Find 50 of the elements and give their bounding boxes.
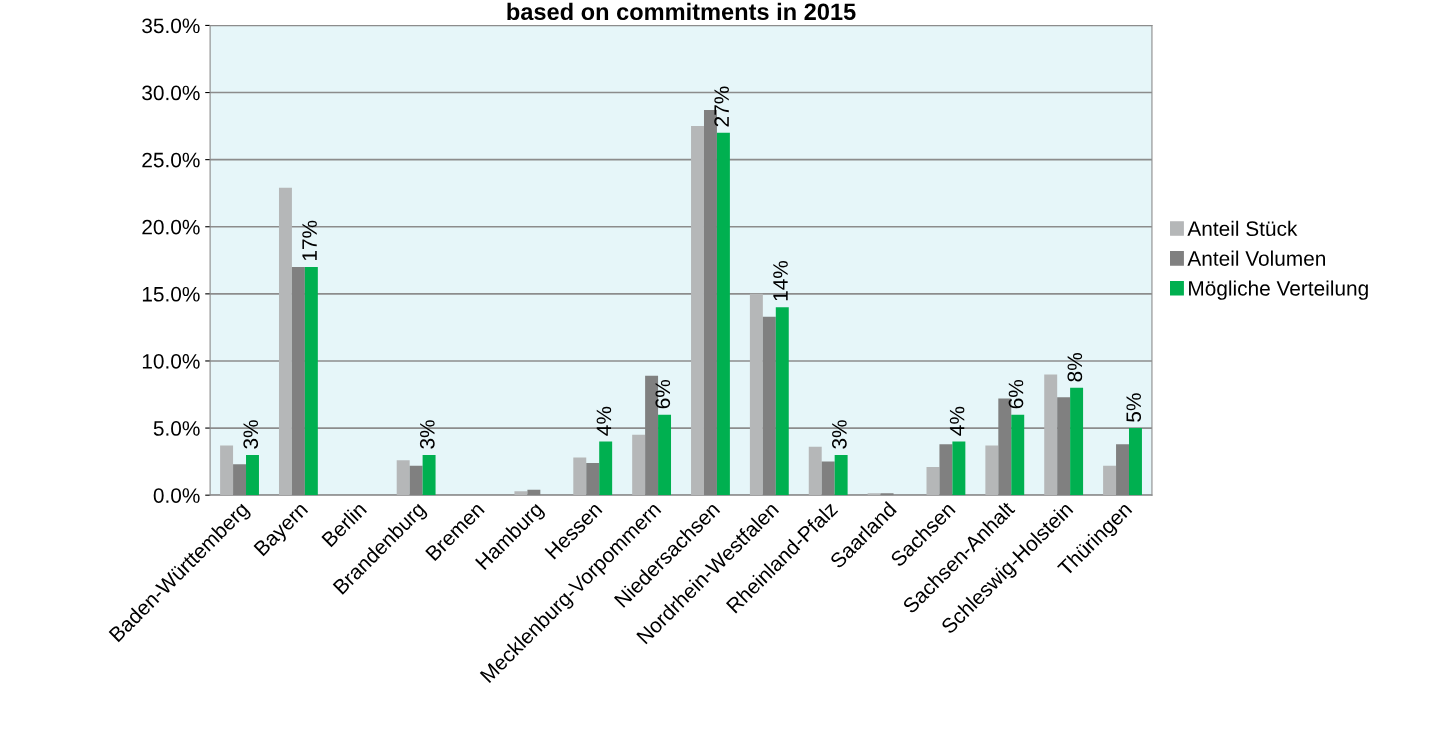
- bar: [422, 454, 436, 496]
- data-label: 3%: [243, 420, 259, 449]
- bar: [716, 132, 730, 496]
- bar: [867, 493, 881, 496]
- y-tick-label: 10.0%: [142, 353, 200, 369]
- legend-label: Anteil Stück: [1187, 220, 1298, 237]
- legend-label: Anteil Volumen: [1187, 250, 1325, 266]
- bar: [278, 187, 292, 496]
- data-label: 6%: [1008, 379, 1024, 409]
- y-tick-label: 25.0%: [142, 152, 200, 168]
- data-label: 4%: [949, 406, 965, 436]
- chart-title: based on commitments in 2015: [507, 2, 856, 21]
- bar: [808, 446, 822, 496]
- bar: [514, 491, 528, 496]
- bar: [599, 441, 613, 496]
- y-tick-label: 0.0%: [153, 488, 200, 503]
- y-tick-label: 30.0%: [142, 85, 200, 101]
- bar: [632, 434, 646, 496]
- bar: [246, 454, 259, 496]
- y-tick-label: 20.0%: [142, 219, 200, 235]
- bar: [1044, 374, 1058, 496]
- legend-label: Mögliche Verteilung: [1189, 280, 1368, 300]
- y-tick-label: 15.0%: [142, 286, 200, 302]
- bar: [1070, 387, 1084, 496]
- data-label: 8%: [1067, 353, 1083, 382]
- data-label: 4%: [596, 406, 612, 436]
- bar: [952, 441, 966, 496]
- bar: [396, 460, 410, 496]
- data-label: 3%: [831, 420, 847, 449]
- data-label: 27%: [714, 86, 729, 127]
- data-label: 3%: [419, 420, 435, 449]
- bar: [691, 126, 704, 496]
- bar: [749, 293, 763, 496]
- data-label: 5%: [1126, 393, 1142, 422]
- bar: [775, 307, 789, 496]
- y-tick-label: 35.0%: [142, 18, 200, 34]
- bar: [985, 445, 999, 496]
- data-label: 14%: [773, 260, 788, 301]
- bar: [1129, 428, 1142, 496]
- bar: [304, 267, 318, 496]
- bar: [1011, 414, 1025, 496]
- bar: [1103, 465, 1117, 496]
- data-label: 17%: [302, 220, 317, 261]
- bar: [220, 445, 234, 496]
- y-tick-label: 5.0%: [153, 421, 200, 436]
- data-label: 6%: [655, 379, 671, 409]
- bar: [573, 457, 587, 496]
- bar: [834, 454, 848, 496]
- bar: [926, 466, 940, 496]
- bar: [658, 414, 672, 496]
